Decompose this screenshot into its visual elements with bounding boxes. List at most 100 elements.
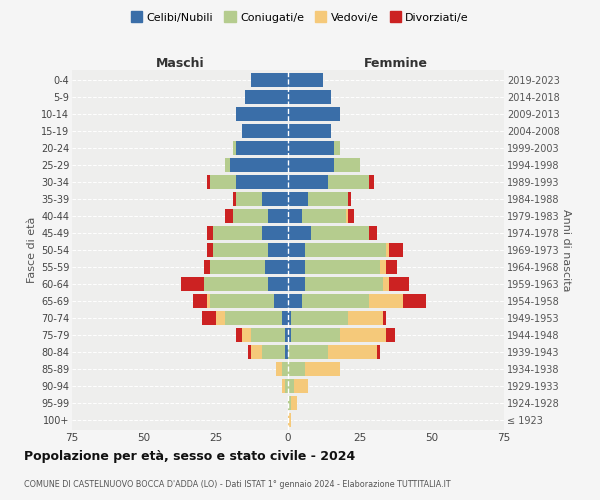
Bar — [340, 328, 386, 342]
Bar — [236, 141, 288, 155]
Bar — [282, 362, 288, 376]
Bar — [236, 175, 288, 189]
Legend: Celibi/Nubili, Coniugati/e, Vedovi/e, Divorziati/e: Celibi/Nubili, Coniugati/e, Vedovi/e, Di… — [127, 8, 473, 28]
Bar — [288, 396, 291, 410]
Bar — [285, 379, 288, 393]
Bar — [302, 209, 346, 223]
Bar — [380, 260, 386, 274]
Bar — [383, 311, 386, 325]
Bar — [213, 243, 268, 257]
Text: Popolazione per età, sesso e stato civile - 2024: Popolazione per età, sesso e stato civil… — [24, 450, 355, 463]
Bar — [236, 192, 262, 206]
Bar — [334, 158, 360, 172]
Bar — [291, 328, 340, 342]
Bar — [210, 175, 236, 189]
Bar — [274, 294, 288, 308]
Bar — [368, 226, 377, 240]
Bar — [368, 294, 403, 308]
Bar — [368, 175, 374, 189]
Bar — [181, 277, 205, 291]
Bar — [288, 90, 331, 104]
Bar — [288, 73, 323, 87]
Bar — [288, 379, 294, 393]
Bar — [202, 311, 216, 325]
Bar — [308, 192, 349, 206]
Bar — [210, 260, 265, 274]
Text: COMUNE DI CASTELNUOVO BOCCA D'ADDA (LO) - Dati ISTAT 1° gennaio 2024 - Elaborazi: COMUNE DI CASTELNUOVO BOCCA D'ADDA (LO) … — [24, 480, 451, 489]
Bar — [288, 141, 334, 155]
Bar — [245, 90, 288, 104]
Bar — [210, 294, 274, 308]
Bar — [288, 345, 328, 359]
Bar — [311, 226, 368, 240]
Bar — [288, 124, 331, 138]
Bar — [403, 294, 426, 308]
Bar — [383, 277, 389, 291]
Bar — [386, 328, 395, 342]
Bar — [224, 311, 282, 325]
Bar — [233, 209, 268, 223]
Bar — [288, 294, 302, 308]
Bar — [208, 175, 210, 189]
Bar — [302, 294, 368, 308]
Bar — [288, 413, 291, 427]
Bar — [251, 73, 288, 87]
Bar — [282, 311, 288, 325]
Bar — [208, 243, 213, 257]
Bar — [248, 345, 251, 359]
Bar — [288, 192, 308, 206]
Bar — [294, 379, 308, 393]
Bar — [285, 345, 288, 359]
Bar — [224, 209, 233, 223]
Bar — [377, 345, 380, 359]
Bar — [288, 175, 328, 189]
Bar — [216, 311, 224, 325]
Bar — [208, 226, 213, 240]
Bar — [268, 243, 288, 257]
Bar — [288, 226, 311, 240]
Bar — [328, 175, 368, 189]
Bar — [251, 345, 262, 359]
Bar — [288, 209, 302, 223]
Bar — [288, 362, 305, 376]
Bar — [389, 277, 409, 291]
Bar — [262, 226, 288, 240]
Bar — [205, 277, 268, 291]
Bar — [233, 141, 236, 155]
Bar — [386, 260, 397, 274]
Bar — [262, 192, 288, 206]
Bar — [251, 328, 285, 342]
Bar — [349, 192, 352, 206]
Bar — [242, 328, 251, 342]
Bar — [233, 192, 236, 206]
Bar — [288, 311, 291, 325]
Bar — [236, 328, 242, 342]
Text: Maschi: Maschi — [155, 57, 205, 70]
Bar — [288, 328, 291, 342]
Bar — [262, 345, 285, 359]
Bar — [305, 260, 380, 274]
Bar — [291, 311, 349, 325]
Y-axis label: Anni di nascita: Anni di nascita — [561, 209, 571, 291]
Bar — [265, 260, 288, 274]
Bar — [349, 311, 383, 325]
Bar — [305, 277, 383, 291]
Bar — [213, 226, 262, 240]
Bar — [305, 243, 386, 257]
Bar — [334, 141, 340, 155]
Bar — [288, 107, 340, 121]
Bar — [208, 294, 210, 308]
Bar — [349, 209, 354, 223]
Bar — [224, 158, 230, 172]
Bar — [288, 243, 305, 257]
Y-axis label: Fasce di età: Fasce di età — [26, 217, 37, 283]
Bar — [305, 362, 340, 376]
Bar — [242, 124, 288, 138]
Bar — [193, 294, 208, 308]
Bar — [205, 260, 210, 274]
Text: Femmine: Femmine — [364, 57, 428, 70]
Bar — [277, 362, 282, 376]
Bar — [288, 277, 305, 291]
Bar — [268, 209, 288, 223]
Bar — [386, 243, 389, 257]
